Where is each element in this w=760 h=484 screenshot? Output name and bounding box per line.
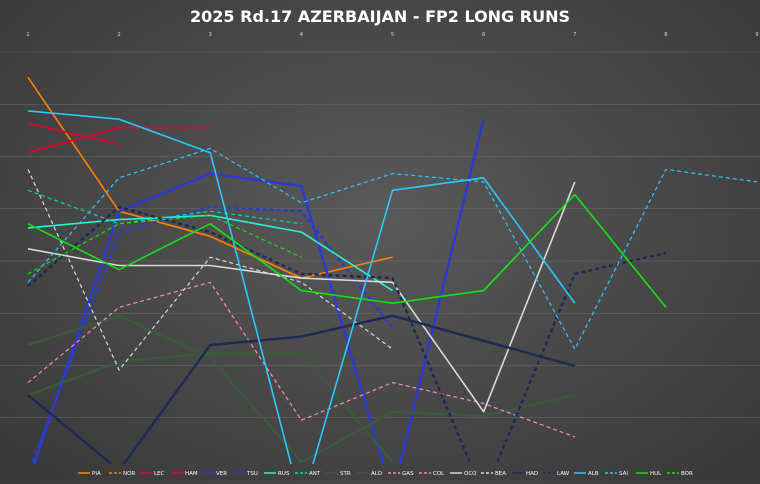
legend-label: GAS [402,471,414,477]
legend-item-had: HAD [512,471,538,477]
series-line-had [27,314,576,464]
x-tick-label: 2 [118,32,121,38]
series-line-bor [27,214,302,275]
series-line-tsu [30,205,394,464]
series-line-lec [27,126,211,154]
legend-item-alb: ALB [574,471,599,477]
legend-label: TSU [246,471,258,477]
legend-label: BEA [495,471,506,477]
legend-label: HUL [650,471,662,477]
legend-item-sai: SAI [605,471,628,477]
x-axis-ticks: 1 2 3 4 5 6 7 8 9 [26,32,758,38]
x-tick-label: 6 [482,32,485,38]
legend-item-rus: RUS [264,471,290,477]
legend-item-str: STR [326,471,351,477]
legend-label: LEC [154,471,165,477]
series-line-ant [27,189,302,225]
legend-item-ant: ANT [295,471,321,477]
chart-title: 2025 Rd.17 AZERBAIJAN - FP2 LONG RUNS [190,7,570,26]
legend-item-col: COL [419,471,445,477]
x-tick-label: 9 [755,32,758,38]
legend-label: LAW [557,471,570,477]
series-line-ver [33,118,485,464]
series-lines [27,76,758,464]
x-tick-label: 1 [26,32,29,38]
legend-item-lec: LEC [140,471,165,477]
legend-label: PIA [92,471,101,477]
x-tick-label: 8 [664,32,667,38]
series-line-hul [27,193,667,308]
legend-item-alo: ALO [357,471,383,477]
legend: PIA NOR LEC HAM VER TSU RUS ANT STR ALO GAS COL OCO B… [78,471,693,477]
legend-label: STR [340,471,351,477]
legend-label: HAM [185,471,198,477]
series-line-alb [27,110,576,464]
legend-item-hul: HUL [636,471,662,477]
series-line-sai [27,147,758,350]
series-line-pia [27,76,393,279]
legend-label: ALB [588,471,599,477]
series-line-rus [27,214,393,292]
series-line-gas [27,281,576,438]
x-tick-label: 4 [300,32,303,38]
x-tick-label: 7 [573,32,576,38]
legend-item-tsu: TSU [233,471,258,477]
series-line-oco [27,181,576,413]
legend-label: ANT [309,471,321,477]
legend-item-gas: GAS [388,471,414,477]
legend-item-ver: VER [202,471,227,477]
series-line-bea [27,169,393,371]
legend-label: NOR [123,471,135,477]
series-line-alo [27,314,576,464]
legend-item-oco: OCO [450,471,477,477]
series-line-ham [27,122,120,146]
legend-label: RUS [278,471,290,477]
x-tick-label: 5 [391,32,394,38]
legend-item-bea: BEA [481,471,506,477]
legend-item-bor: BOR [667,471,693,477]
legend-item-nor: NOR [109,471,135,477]
series-line-law [27,205,667,464]
legend-label: COL [433,471,445,477]
legend-label: HAD [526,471,538,477]
x-tick-label: 3 [209,32,212,38]
legend-label: OCO [464,471,477,477]
legend-item-ham: HAM [171,471,198,477]
legend-item-law: LAW [543,471,570,477]
legend-item-pia: PIA [78,471,101,477]
legend-label: SAI [619,471,628,477]
legend-label: ALO [371,471,383,477]
legend-label: BOR [681,471,693,477]
legend-label: VER [216,471,227,477]
series-line-str [27,352,394,463]
